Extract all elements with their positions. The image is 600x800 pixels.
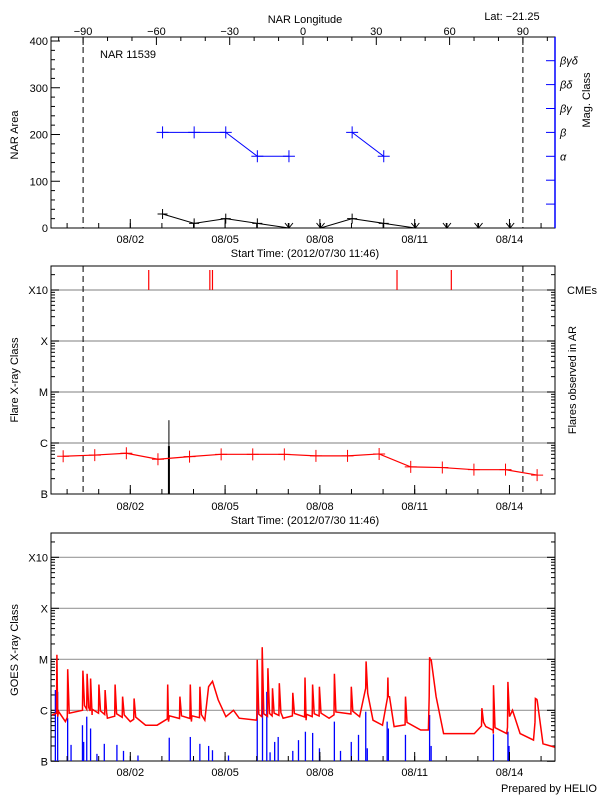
flare-class-point [467, 463, 480, 476]
area-line [162, 213, 511, 229]
x-tick-label: 08/02 [117, 234, 145, 246]
y-tick-label: 300 [30, 83, 48, 95]
y-axis-title: NAR Area [9, 110, 21, 160]
x-tick-label: 08/08 [306, 501, 334, 513]
x-tick-label: 08/02 [117, 501, 145, 513]
flare-class-point [215, 448, 228, 461]
y-tick-label: X10 [28, 285, 48, 297]
top-axis-title: NAR Longitude [268, 14, 343, 26]
mag-class-tick-label: βδ [559, 80, 573, 92]
y-tick-label: B [41, 756, 48, 768]
mag-class-point [346, 126, 359, 139]
credit-label: Prepared by HELIO [501, 783, 597, 795]
area-point-zero [410, 222, 420, 229]
mag-class-point [188, 126, 201, 139]
mag-class-tick-label: βγ [559, 104, 573, 116]
y-tick-label: C [40, 705, 48, 717]
flare-class-point [151, 453, 164, 466]
area-point-zero [316, 222, 325, 229]
flare-class-point [404, 460, 417, 473]
mag-class-tick-label: α [560, 151, 567, 163]
y-axis-title: Flare X-ray Class [9, 337, 21, 422]
x-tick-label: 08/14 [496, 234, 524, 246]
x-tick-label: 08/14 [496, 767, 524, 779]
flare-class-point [278, 448, 291, 461]
x-tick-label: 08/14 [496, 501, 524, 513]
y-tick-label: X [41, 603, 49, 615]
x-tick-label: 08/02 [117, 767, 145, 779]
flare-class-point [246, 448, 259, 461]
longitude-tick-label: −90 [74, 26, 93, 38]
latitude-label: Lat: −21.25 [484, 11, 539, 23]
area-point-zero [505, 222, 515, 229]
flare-class-point [57, 450, 70, 463]
mag-class-axis-title: Mag. Class [581, 72, 593, 128]
y-tick-label: 200 [30, 130, 48, 142]
x-tick-label: 08/05 [211, 767, 239, 779]
longitude-tick-label: 0 [300, 26, 306, 38]
flare-class-point [531, 469, 544, 482]
y-tick-label: 400 [30, 36, 48, 48]
area-point [347, 213, 358, 224]
x-tick-label: 08/11 [401, 234, 428, 246]
mag-class-tick-label: βγδ [559, 56, 579, 68]
x-tick-label: 08/11 [401, 767, 428, 779]
x-tick-label: 08/05 [211, 501, 239, 513]
y-tick-label: 0 [42, 223, 48, 235]
flare-class-point [436, 461, 449, 474]
mag-class-tick-label: β [559, 127, 567, 139]
area-point [378, 218, 389, 229]
flare-class-point [341, 449, 354, 462]
flare-class-point [88, 449, 101, 462]
mag-class-point [251, 150, 264, 163]
x-axis-title: Start Time: (2012/07/30 11:46) [231, 248, 379, 260]
y-tick-label: M [39, 387, 48, 399]
flare-class-point [120, 447, 133, 460]
flare-class-point [183, 450, 196, 463]
mag-class-point [377, 150, 390, 163]
cme-label: CMEs [567, 285, 597, 297]
area-point [189, 218, 200, 229]
mag-class-point [219, 126, 232, 139]
x-axis-title: Start Time: (2012/07/30 11:46) [231, 515, 379, 527]
longitude-tick-label: −60 [147, 26, 166, 38]
goes-flux-line [51, 647, 555, 748]
flare-class-point [499, 463, 512, 476]
x-tick-label: 08/05 [211, 234, 239, 246]
x-tick-label: 08/08 [306, 767, 334, 779]
mag-class-line [351, 132, 385, 157]
goes-panel-frame [50, 532, 556, 762]
flare-class-line [63, 452, 538, 476]
region-title: NAR 11539 [100, 49, 156, 61]
flare-panel-frame [50, 265, 556, 495]
y-tick-label: C [40, 438, 48, 450]
y-tick-label: 100 [30, 176, 48, 188]
y-tick-label: X10 [28, 552, 48, 564]
y-tick-label: X [41, 336, 49, 348]
longitude-tick-label: 90 [517, 26, 529, 38]
longitude-tick-label: −30 [220, 26, 239, 38]
area-point [252, 218, 263, 229]
flare-class-point [373, 447, 386, 460]
y-axis-title: GOES X-ray Class [9, 604, 21, 696]
longitude-tick-label: 60 [443, 26, 455, 38]
x-tick-label: 08/08 [306, 234, 334, 246]
area-point [157, 208, 168, 219]
mag-class-point [156, 126, 169, 139]
x-tick-label: 08/11 [401, 501, 428, 513]
area-point-zero [442, 222, 452, 229]
area-point-zero [284, 222, 294, 229]
area-point-zero [474, 222, 483, 229]
y-tick-label: M [39, 654, 48, 666]
area-panel-frame [50, 36, 556, 229]
mag-class-point [282, 150, 295, 163]
flare-class-point [309, 449, 322, 462]
y2-axis-title: Flares observed in AR [567, 326, 579, 434]
longitude-tick-label: 30 [370, 26, 382, 38]
area-point [220, 213, 231, 224]
y-tick-label: B [41, 489, 48, 501]
